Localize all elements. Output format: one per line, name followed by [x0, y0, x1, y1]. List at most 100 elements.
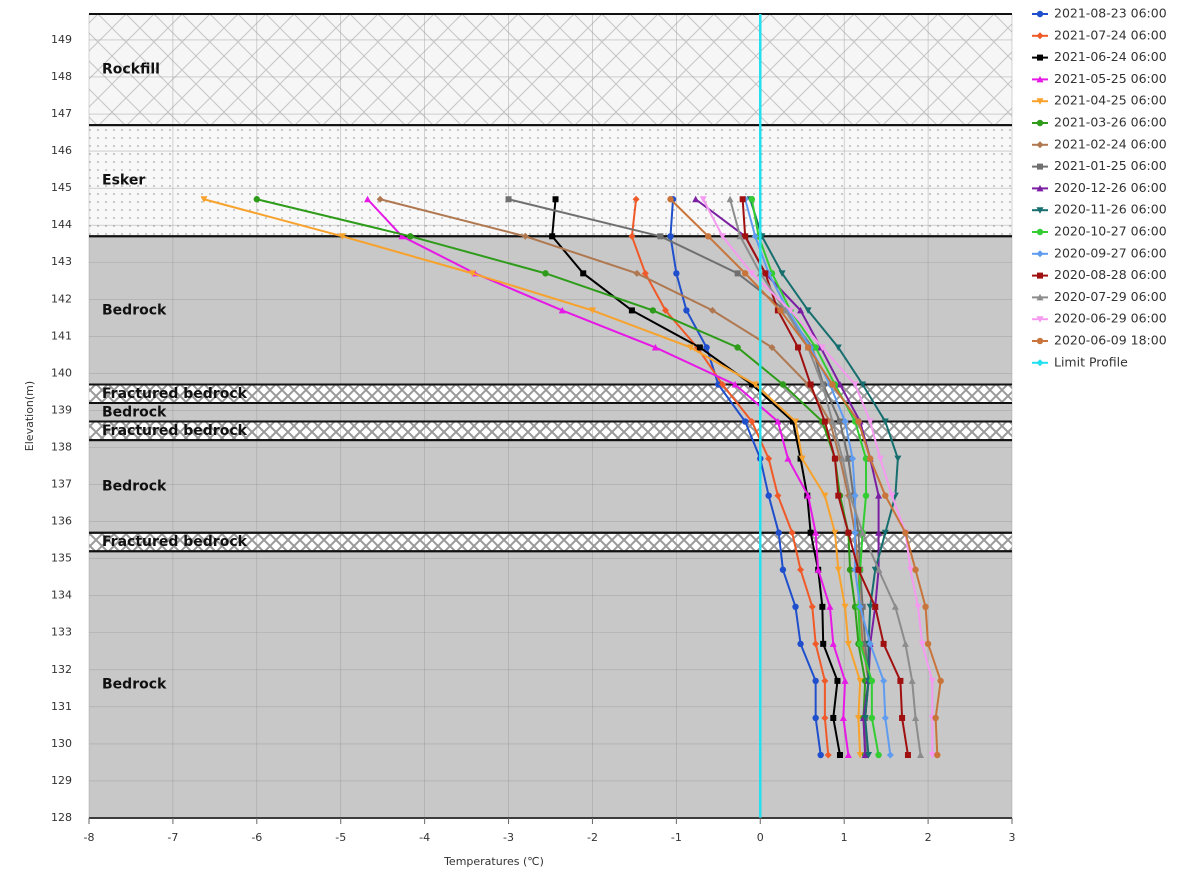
legend-label[interactable]: 2021-06-24 06:00 [1054, 49, 1167, 64]
y-tick-label: 133 [51, 626, 72, 639]
marker [719, 381, 727, 389]
marker [831, 455, 838, 462]
marker [844, 751, 852, 759]
marker [881, 418, 889, 426]
marker [798, 455, 806, 463]
legend-label[interactable]: 2021-07-24 06:00 [1054, 27, 1167, 42]
marker [633, 269, 641, 277]
marker [836, 752, 843, 759]
legend-item[interactable]: 2020-11-26 06:00 [1032, 202, 1167, 217]
marker [859, 529, 867, 536]
legend-label[interactable]: 2020-06-29 06:00 [1054, 311, 1167, 326]
legend-item[interactable]: 2020-06-29 06:00 [1032, 311, 1167, 326]
layer-label: Bedrock [102, 677, 167, 693]
legend-item[interactable]: 2020-07-29 06:00 [1032, 289, 1167, 304]
legend-item[interactable]: 2021-02-24 06:00 [1032, 136, 1167, 151]
marker [699, 196, 707, 203]
marker [831, 529, 839, 537]
marker [338, 233, 346, 240]
legend-label[interactable]: 2020-09-27 06:00 [1054, 245, 1167, 260]
marker [558, 306, 566, 314]
legend-item[interactable]: 2021-04-25 06:00 [1032, 93, 1167, 108]
marker [779, 381, 787, 388]
legend-label[interactable]: 2021-01-25 06:00 [1054, 158, 1167, 173]
legend-item[interactable]: 2020-08-28 06:00 [1032, 267, 1167, 282]
marker [795, 344, 802, 351]
marker [834, 344, 842, 351]
marker [580, 270, 587, 277]
legend-label[interactable]: 2020-07-29 06:00 [1054, 289, 1167, 304]
marker [846, 566, 854, 573]
marker [673, 270, 680, 277]
legend-label[interactable]: 2021-03-26 06:00 [1054, 115, 1167, 130]
legend-item[interactable]: 2021-06-24 06:00 [1032, 49, 1167, 64]
marker [703, 344, 710, 351]
legend-item[interactable]: 2020-09-27 06:00 [1032, 245, 1167, 260]
x-tick-label: 1 [841, 831, 848, 844]
marker [932, 714, 939, 722]
legend-label[interactable]: 2021-08-23 06:00 [1054, 6, 1167, 21]
marker [1036, 207, 1044, 214]
marker [628, 232, 636, 240]
x-tick-label: -2 [587, 831, 598, 844]
marker [778, 270, 786, 277]
marker [862, 640, 869, 647]
marker [807, 381, 814, 388]
y-tick-label: 144 [51, 218, 72, 231]
marker [1036, 75, 1044, 83]
legend-item[interactable]: 2020-12-26 06:00 [1032, 180, 1167, 195]
y-tick-label: 130 [51, 737, 72, 750]
legend-label[interactable]: 2020-10-27 06:00 [1054, 224, 1167, 239]
marker [934, 751, 941, 759]
marker [734, 344, 741, 351]
marker [851, 381, 859, 389]
legend-item[interactable]: 2021-03-26 06:00 [1032, 115, 1167, 130]
legend-item[interactable]: 2021-05-25 06:00 [1032, 71, 1167, 86]
marker [774, 492, 782, 500]
x-tick-label: 3 [1009, 831, 1016, 844]
marker [824, 751, 832, 759]
marker [751, 232, 759, 240]
y-tick-label: 145 [51, 181, 72, 194]
marker [667, 233, 674, 240]
marker [804, 307, 812, 314]
legend-item[interactable]: 2021-07-24 06:00 [1032, 27, 1167, 42]
y-tick-label: 140 [51, 366, 72, 379]
marker [683, 307, 690, 314]
legend-item[interactable]: 2020-06-09 18:00 [1032, 333, 1167, 348]
marker [928, 752, 936, 759]
marker [542, 270, 549, 277]
y-tick-label: 139 [51, 403, 72, 416]
marker [765, 492, 772, 499]
legend-label[interactable]: 2021-04-25 06:00 [1054, 93, 1167, 108]
y-tick-label: 128 [51, 811, 72, 824]
legend-label[interactable]: 2020-08-28 06:00 [1054, 267, 1167, 282]
marker [836, 381, 844, 388]
layer [89, 14, 1012, 126]
marker [1036, 10, 1044, 18]
marker [696, 344, 703, 351]
marker [856, 603, 864, 611]
marker [651, 343, 659, 351]
legend-item[interactable]: Limit Profile [1032, 354, 1128, 369]
marker [731, 381, 739, 388]
legend-label[interactable]: 2020-06-09 18:00 [1054, 333, 1167, 348]
y-tick-label: 136 [51, 515, 72, 528]
legend-label[interactable]: 2020-11-26 06:00 [1054, 202, 1167, 217]
legend-label[interactable]: Limit Profile [1054, 354, 1128, 369]
legend-item[interactable]: 2020-10-27 06:00 [1032, 224, 1167, 239]
marker [804, 344, 812, 351]
marker [875, 566, 883, 573]
legend-label[interactable]: 2021-02-24 06:00 [1054, 136, 1167, 151]
legend-label[interactable]: 2020-12-26 06:00 [1054, 180, 1167, 195]
marker [861, 714, 869, 722]
layer [89, 384, 1012, 404]
marker [882, 492, 889, 499]
legend-label[interactable]: 2021-05-25 06:00 [1054, 71, 1167, 86]
series-line [749, 198, 899, 756]
legend-item[interactable]: 2021-01-25 06:00 [1032, 158, 1167, 173]
legend-item[interactable]: 2021-08-23 06:00 [1032, 6, 1167, 21]
marker [726, 195, 734, 203]
marker [922, 603, 929, 611]
